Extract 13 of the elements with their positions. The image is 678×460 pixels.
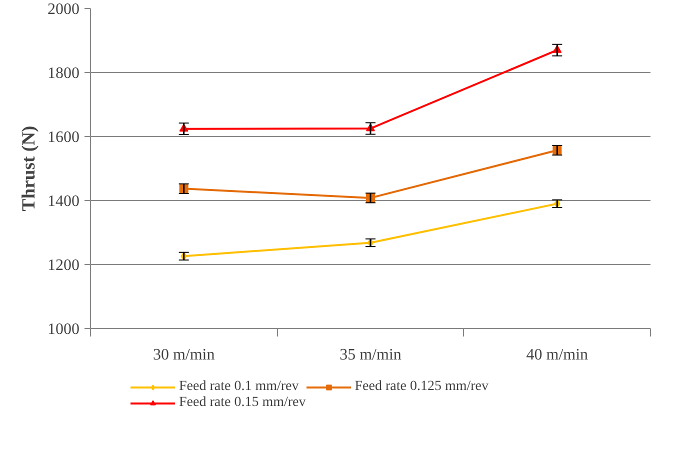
y-tick-label: 1200: [48, 257, 80, 274]
y-tick-label: 1600: [48, 129, 80, 146]
y-tick-label: 1800: [48, 65, 80, 82]
legend-label: Feed rate 0.125 mm/rev: [354, 379, 488, 395]
y-axis-title: Thrust (N): [18, 126, 40, 212]
legend-label: Feed rate 0.1 mm/rev: [179, 379, 299, 395]
x-tick-label: 30 m/min: [152, 346, 215, 364]
x-tick-label: 40 m/min: [526, 346, 588, 364]
y-tick-label: 1000: [48, 321, 80, 338]
y-tick-label: 1400: [48, 193, 80, 210]
x-tick-label: 35 m/min: [340, 346, 402, 364]
y-tick-label: 2000: [48, 1, 80, 18]
legend-label: Feed rate 0.15 mm/rev: [179, 395, 306, 411]
